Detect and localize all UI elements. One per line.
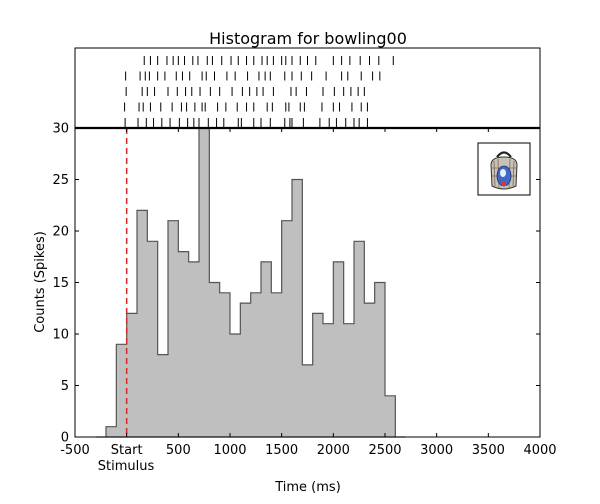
x-axis-ticks: -500 Start 500 1000 1500 2000 2500 3000 3500 4000: [60, 128, 557, 458]
x-tick-label: 2500: [368, 443, 401, 458]
y-tick-label: 25: [52, 173, 69, 188]
bowling-bag-icon: [490, 151, 518, 190]
x-tick-label: 3000: [420, 443, 453, 458]
inset-image: [477, 142, 531, 196]
x-axis-label: Time (ms): [274, 480, 341, 495]
histogram-area: [95, 127, 406, 438]
raster-group: [124, 56, 394, 127]
y-axis-label: Counts (Spikes): [33, 231, 48, 333]
x-tick-label: 3500: [472, 443, 505, 458]
x-tick-label: 4000: [523, 443, 556, 458]
y-tick-label: 20: [52, 225, 69, 240]
x-tick-label: 1000: [213, 443, 246, 458]
y-axis-ticks: 0 5 10 15 20 25 30: [52, 122, 540, 446]
y-tick-label: 30: [52, 122, 69, 137]
x-sublabel: Stimulus: [98, 459, 155, 474]
y-tick-label: 10: [52, 328, 69, 343]
x-tick-label: Start: [111, 443, 143, 458]
x-tick-label: -500: [60, 443, 90, 458]
x-tick-label: 2000: [317, 443, 350, 458]
y-tick-label: 15: [52, 276, 69, 291]
x-tick-label: 500: [166, 443, 191, 458]
y-tick-label: 0: [61, 431, 69, 446]
chart-title: Histogram for bowling00: [209, 29, 407, 48]
x-tick-label: 1500: [265, 443, 298, 458]
y-tick-label: 5: [61, 379, 69, 394]
